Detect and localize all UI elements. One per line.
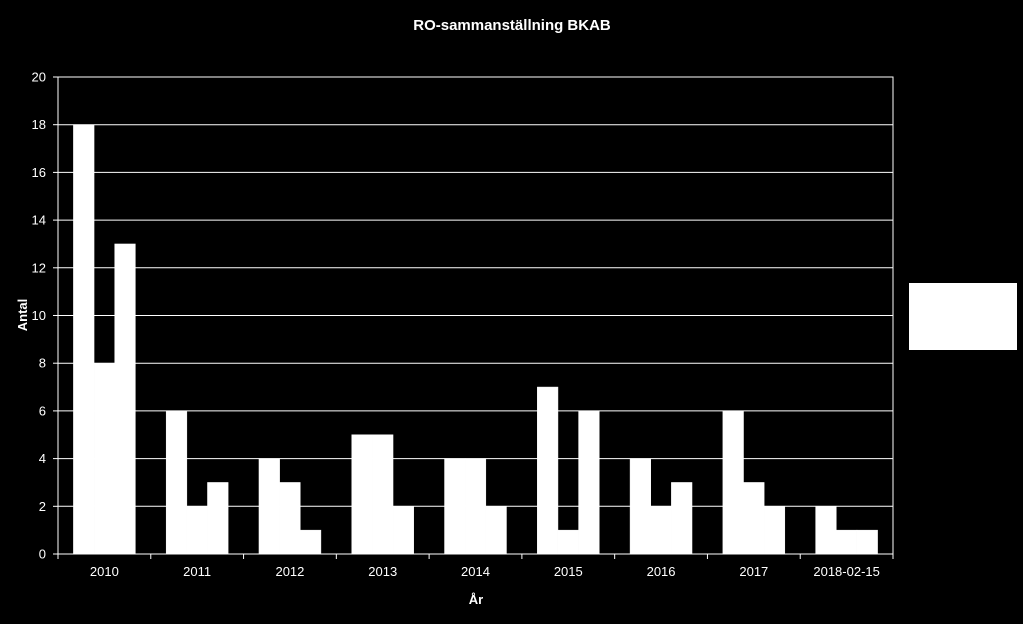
bar: [186, 506, 208, 555]
bar: [165, 410, 188, 555]
bar: [650, 506, 672, 555]
bar: [392, 506, 414, 555]
x-tick-label: 2012: [275, 564, 304, 579]
y-axis-label: Antal: [15, 299, 30, 332]
x-tick-label: 2014: [461, 564, 490, 579]
bar: [671, 482, 693, 555]
y-tick-label: 18: [32, 117, 46, 132]
bar: [93, 362, 115, 555]
y-tick-label: 10: [32, 308, 46, 323]
bar: [856, 529, 878, 555]
y-tick-label: 14: [32, 213, 46, 228]
x-tick-label: 2017: [739, 564, 768, 579]
x-tick-label: 2010: [90, 564, 119, 579]
chart-title: RO-sammanställning BKAB: [413, 17, 611, 34]
bar: [722, 410, 744, 555]
bar: [444, 458, 466, 555]
x-tick-label: 2013: [368, 564, 397, 579]
y-tick-label: 16: [32, 165, 46, 180]
bar: [300, 529, 322, 555]
y-tick-label: 4: [39, 451, 46, 466]
legend: [909, 283, 1017, 350]
y-tick-label: 0: [39, 547, 46, 562]
bar: [537, 386, 559, 555]
x-tick-labels: 2010 2011 2012 2013 2014 2015 2016 2017 2018-02-…: [90, 564, 880, 579]
plot-frame: [57, 76, 894, 555]
bar: [279, 482, 301, 555]
bar: [836, 529, 858, 555]
bar: [207, 482, 229, 555]
bar: [578, 410, 600, 555]
bar: [629, 458, 651, 555]
x-tick-label: 2018-02-15: [813, 564, 880, 579]
y-tick-label: 8: [39, 356, 46, 371]
y-tick-label: 6: [39, 403, 46, 418]
bar: [114, 243, 136, 555]
bar: [557, 529, 579, 555]
bar: [464, 458, 487, 555]
x-tick-label: 2011: [183, 564, 211, 579]
bar: [815, 506, 837, 555]
x-axis-label: År: [469, 592, 483, 607]
y-tick-labels: 0 2 4 6 8 10 12 14 16 18 20: [32, 70, 46, 562]
bar: [372, 434, 394, 555]
y-tick-label: 2: [39, 499, 46, 514]
bars: [73, 124, 878, 555]
x-tick-label: 2015: [554, 564, 583, 579]
bar: [258, 458, 280, 555]
bar: [763, 506, 786, 555]
x-tick-label: 2016: [647, 564, 676, 579]
bar: [351, 434, 373, 555]
bar: [485, 506, 507, 555]
bar: [743, 482, 765, 555]
axes: [53, 76, 894, 559]
bar: [73, 124, 95, 555]
y-tick-label: 12: [32, 260, 46, 275]
y-tick-label: 20: [32, 70, 46, 85]
